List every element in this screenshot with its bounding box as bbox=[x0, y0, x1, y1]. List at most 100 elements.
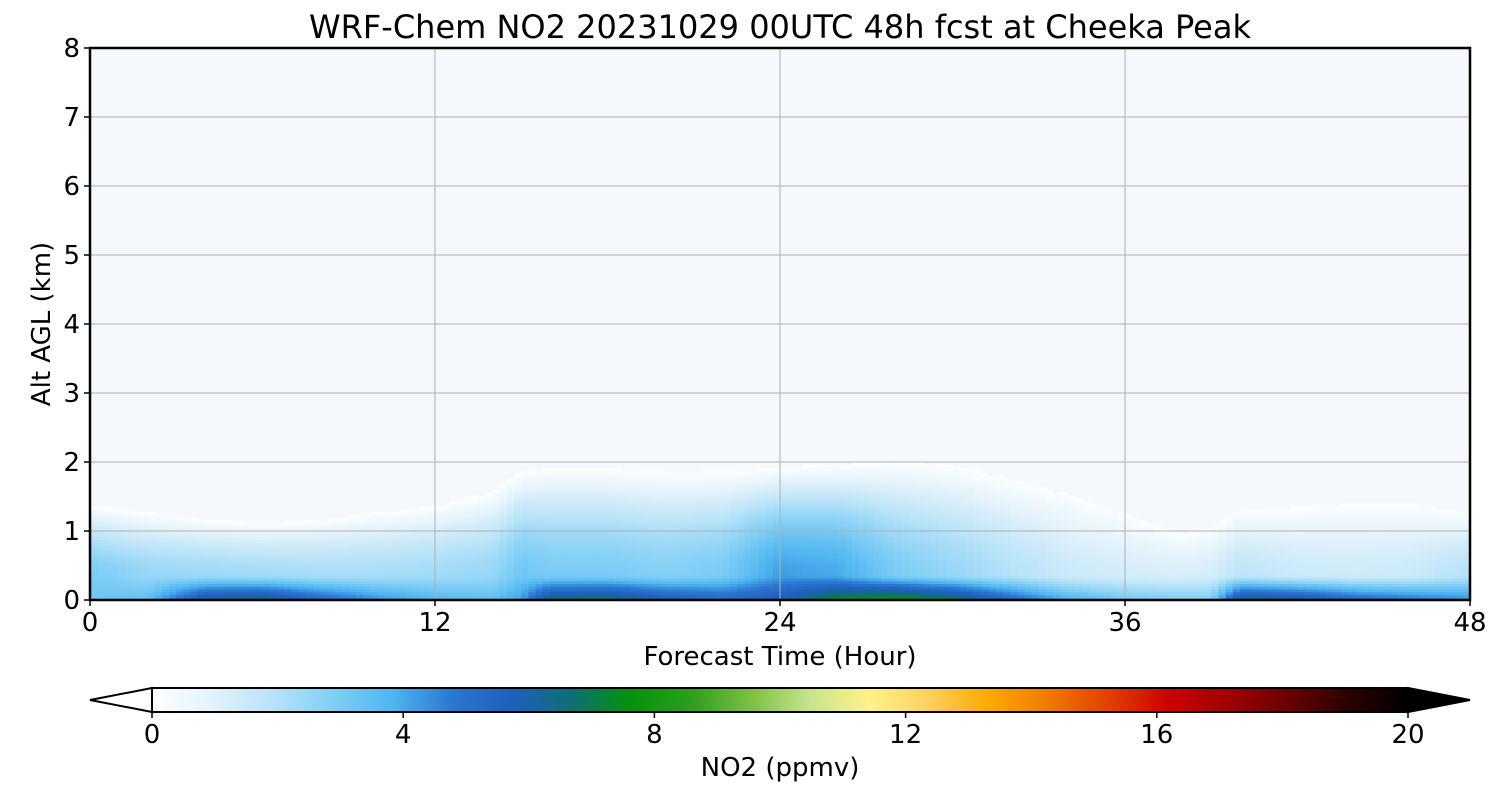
field-cell bbox=[578, 525, 587, 529]
field-cell bbox=[205, 550, 213, 554]
field-cell bbox=[801, 536, 810, 540]
field-cell bbox=[744, 508, 752, 513]
field-cell bbox=[463, 497, 472, 502]
field-cell bbox=[851, 475, 860, 480]
field-cell bbox=[248, 544, 256, 549]
field-cell bbox=[492, 580, 501, 585]
field-cell bbox=[535, 594, 544, 598]
field-cell bbox=[902, 558, 910, 562]
field-cell bbox=[959, 517, 968, 521]
field-cell bbox=[938, 473, 946, 477]
field-cell bbox=[442, 519, 450, 524]
field-cell bbox=[111, 536, 120, 540]
field-cell bbox=[945, 514, 954, 518]
field-cell bbox=[219, 580, 228, 585]
field-cell bbox=[521, 566, 530, 571]
field-cell bbox=[535, 597, 544, 600]
field-cell bbox=[643, 569, 652, 573]
field-cell bbox=[154, 583, 163, 587]
field-cell bbox=[636, 597, 645, 600]
field-cell bbox=[715, 514, 724, 518]
field-cell bbox=[629, 547, 637, 551]
field-cell bbox=[815, 555, 824, 560]
field-cell bbox=[521, 572, 530, 576]
field-cell bbox=[305, 586, 314, 590]
field-cell bbox=[363, 536, 371, 540]
field-cell bbox=[456, 575, 465, 579]
field-cell bbox=[729, 489, 738, 493]
field-cell bbox=[248, 525, 256, 529]
field-cell bbox=[240, 533, 249, 538]
field-cell bbox=[837, 519, 846, 524]
field-cell bbox=[478, 583, 486, 587]
field-cell bbox=[506, 495, 515, 499]
field-cell bbox=[463, 569, 472, 573]
field-cell bbox=[485, 580, 494, 585]
field-cell bbox=[952, 572, 961, 576]
field-cell bbox=[930, 511, 939, 516]
field-cell bbox=[420, 522, 429, 527]
field-cell bbox=[657, 542, 666, 546]
field-cell bbox=[535, 555, 544, 560]
field-cell bbox=[830, 517, 839, 521]
field-cell bbox=[226, 586, 235, 590]
field-cell bbox=[808, 495, 817, 499]
field-cell bbox=[312, 564, 321, 568]
field-cell bbox=[736, 470, 745, 474]
field-cell bbox=[406, 553, 415, 557]
field-cell bbox=[629, 489, 637, 493]
field-cell bbox=[693, 561, 702, 565]
field-cell bbox=[736, 539, 745, 543]
field-cell bbox=[542, 561, 551, 565]
field-cell bbox=[327, 594, 335, 598]
field-cell bbox=[363, 519, 371, 524]
field-cell bbox=[104, 588, 113, 593]
field-cell bbox=[413, 566, 422, 571]
field-cell bbox=[700, 597, 709, 600]
field-cell bbox=[341, 566, 350, 571]
field-cell bbox=[104, 555, 113, 560]
field-cell bbox=[736, 514, 745, 518]
field-cell bbox=[406, 583, 415, 587]
field-cell bbox=[808, 467, 817, 471]
field-cell bbox=[514, 577, 522, 582]
field-cell bbox=[161, 586, 170, 590]
field-cell bbox=[183, 588, 192, 593]
field-cell bbox=[262, 522, 271, 527]
field-cell bbox=[219, 586, 228, 590]
field-cell bbox=[650, 495, 659, 499]
field-cell bbox=[751, 558, 760, 562]
field-cell bbox=[233, 531, 242, 535]
field-cell bbox=[499, 508, 508, 513]
field-cell bbox=[657, 591, 666, 596]
field-cell bbox=[873, 508, 882, 513]
field-cell bbox=[895, 519, 903, 524]
field-cell bbox=[859, 481, 867, 485]
field-cell bbox=[557, 511, 565, 516]
field-cell bbox=[413, 531, 422, 535]
field-cell bbox=[564, 522, 573, 527]
field-cell bbox=[377, 591, 386, 596]
field-cell bbox=[478, 553, 486, 557]
field-cell bbox=[945, 508, 954, 513]
field-cell bbox=[291, 583, 300, 587]
field-cell bbox=[492, 594, 501, 598]
field-cell bbox=[550, 522, 558, 527]
field-cell bbox=[880, 588, 889, 593]
field-cell bbox=[133, 597, 141, 600]
field-cell bbox=[873, 561, 882, 565]
field-cell bbox=[744, 547, 752, 551]
field-cell bbox=[607, 486, 616, 491]
field-cell bbox=[542, 522, 551, 527]
field-cell bbox=[435, 517, 443, 521]
field-cell bbox=[104, 514, 113, 518]
field-cell bbox=[154, 566, 163, 571]
field-cell bbox=[880, 500, 889, 504]
field-cell bbox=[945, 583, 954, 587]
field-cell bbox=[133, 550, 141, 554]
field-cell bbox=[830, 591, 839, 596]
field-cell bbox=[830, 497, 839, 502]
field-cell bbox=[715, 553, 724, 557]
field-cell bbox=[384, 594, 393, 598]
field-cell bbox=[593, 531, 601, 535]
